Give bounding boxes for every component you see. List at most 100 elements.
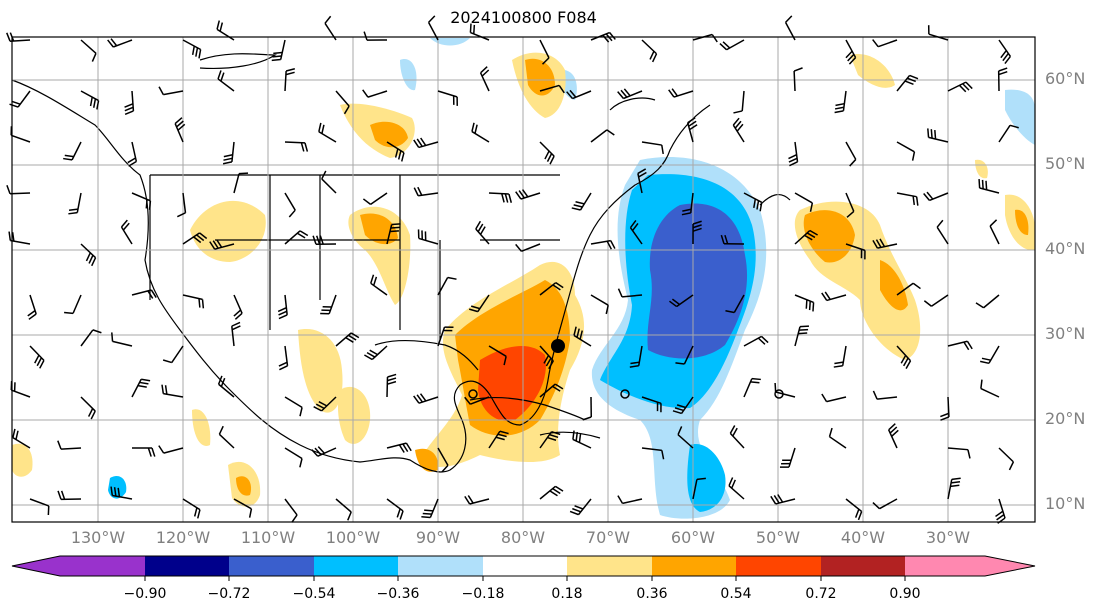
wind-barb-feather: [278, 314, 288, 320]
wind-barb-feather: [998, 70, 1008, 76]
wind-barb-feather: [117, 487, 121, 497]
wind-barb-feather: [366, 351, 376, 358]
wind-barb-feather: [809, 202, 814, 212]
wind-barb-feather: [891, 429, 899, 437]
wind-barb-feather: [1004, 55, 1011, 65]
wind-barb-feather: [495, 436, 505, 441]
wind-barb-feather: [980, 379, 983, 389]
wind-barb-feather: [15, 430, 19, 440]
wind-barb-feather: [398, 444, 405, 453]
wind-barb: [692, 479, 698, 500]
wind-barb: [470, 396, 490, 405]
wind-barb-feather: [753, 198, 757, 208]
wind-barb-feather: [671, 298, 681, 306]
wind-barb-feather: [198, 49, 202, 59]
positive-anomaly-region: [12, 52, 1035, 507]
wind-barb-feather: [345, 337, 354, 343]
wind-barb-feather: [554, 383, 564, 390]
wind-barb-feather: [930, 129, 933, 139]
wind-barb-feather: [57, 490, 62, 500]
wind-barb-feather: [91, 257, 97, 267]
low-center-marker: [551, 339, 565, 353]
wind-barb-feather: [872, 390, 878, 400]
wind-barb: [163, 447, 184, 454]
calm-marker: [774, 389, 784, 399]
wind-barb-feather: [572, 507, 582, 513]
wind-barb-feather: [110, 486, 114, 496]
lat-label: 10°N: [1045, 494, 1086, 513]
wind-barb-feather: [477, 223, 484, 233]
wind-barb-feather: [88, 254, 94, 264]
wind-barb-feather: [888, 423, 896, 431]
wind-barb: [983, 294, 1000, 309]
wind-barb-feather: [923, 300, 932, 307]
wind-barb-feather: [732, 427, 738, 437]
wind-barb-feather: [687, 117, 696, 124]
lon-label: 80°W: [500, 528, 546, 547]
wind-barb-feather: [420, 137, 427, 146]
wind-barb-feather: [544, 150, 550, 160]
wind-barb-feather: [503, 356, 507, 366]
wind-barb-feather: [321, 124, 325, 134]
wind-barb-feather: [879, 238, 886, 248]
wind-barb: [437, 447, 449, 466]
wind-barb: [980, 387, 1000, 398]
wind-barb-feather: [464, 495, 471, 505]
wind-barb-feather: [209, 241, 216, 250]
wind-barb-feather: [905, 360, 912, 369]
lon-label: 30°W: [925, 528, 971, 547]
wind-barb-feather: [785, 15, 793, 23]
wind-barb: [218, 433, 235, 449]
wind-barb-feather: [617, 91, 625, 99]
wind-barb-feather: [549, 155, 555, 165]
wind-barb-feather: [981, 179, 984, 189]
wind-barb: [182, 192, 187, 213]
wind-barb-feather: [11, 232, 15, 242]
wind-barb-feather: [291, 514, 298, 523]
wind-barb-feather: [299, 407, 303, 417]
lat-label: 50°N: [1045, 154, 1086, 173]
wind-barb-feather: [617, 288, 623, 298]
wind-barb-feather: [849, 158, 857, 167]
wind-barb-feather: [471, 122, 475, 132]
wind-barb-feather: [582, 416, 592, 421]
wind-barb-feather: [191, 45, 196, 56]
wind-barb: [793, 70, 796, 92]
wind-barb-feather: [950, 484, 960, 488]
lon-label: 120°W: [155, 528, 211, 547]
wind-barb-feather: [812, 302, 815, 312]
wind-barb-feather: [1009, 124, 1019, 129]
wind-barb-feather: [950, 481, 961, 484]
wind-barb-feather: [821, 292, 828, 301]
wind-barb-feather: [220, 72, 225, 82]
wind-barb-feather: [552, 487, 561, 495]
wind-barb-feather: [515, 243, 522, 252]
wind-barb: [947, 447, 968, 451]
wind-barb: [829, 436, 847, 449]
lon-label: 50°W: [755, 528, 801, 547]
wind-barb-feather: [279, 365, 288, 371]
wind-barb-feather: [248, 508, 253, 518]
wind-barb-feather: [468, 308, 479, 313]
wind-barb: [335, 498, 352, 513]
wind-barb-feather: [315, 403, 325, 410]
wind-barb-feather: [216, 20, 221, 30]
wind-barb-feather: [164, 385, 168, 395]
wind-barb-feather: [285, 71, 295, 76]
wind-barb-feather: [39, 359, 45, 369]
wind-barb-feather: [834, 361, 844, 365]
wind-barb-feather: [147, 290, 154, 299]
wind-barb-feather: [576, 328, 580, 338]
colorbar-tick-label: −0.90: [123, 586, 167, 602]
wind-barb-feather: [719, 43, 728, 51]
wind-barb-feather: [847, 53, 855, 62]
wind-barb-feather: [177, 123, 186, 131]
wind-barb-feather: [422, 512, 432, 515]
wind-barb-feather: [111, 332, 114, 342]
wind-barb-feather: [464, 396, 471, 405]
wind-barb-feather: [835, 102, 845, 107]
wind-barb-feather: [688, 120, 697, 127]
wind-barb-feather: [575, 431, 579, 442]
wind-barb: [80, 39, 97, 54]
wind-barb: [80, 329, 94, 347]
